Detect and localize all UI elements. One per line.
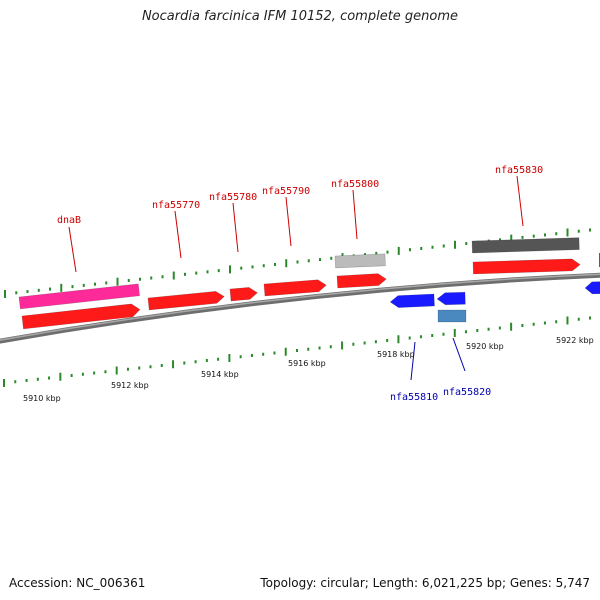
gene-label-nfa55830[interactable]: nfa55830 xyxy=(495,165,543,176)
gene-label-nfa55770[interactable]: nfa55770 xyxy=(152,200,200,211)
nfa55830-gene-arrow[interactable] xyxy=(472,258,581,275)
gene-label-nfa55820[interactable]: nfa55820 xyxy=(443,387,491,398)
gene-label-nfa55800[interactable]: nfa55800 xyxy=(331,179,379,190)
axis-tick-label: 5910 kbp xyxy=(23,394,61,403)
genome-backbone xyxy=(0,272,600,344)
axis-tick-label: 5914 kbp xyxy=(201,370,239,379)
nfa55770-gene-arrow[interactable] xyxy=(147,291,225,311)
gene-labels: dnaB nfa55770 nfa55780 nfa55790 nfa55800 nfa5… xyxy=(57,165,543,403)
nfa55790-leader-line xyxy=(285,196,292,247)
axis-tick-label: 5912 kbp xyxy=(111,381,149,390)
tick-labels: 5910 kbp 5912 kbp 5914 kbp 5916 kbp 5918 kbp… xyxy=(23,336,594,403)
lower-tick-row xyxy=(3,316,591,387)
nfa55790-gene-arrow[interactable] xyxy=(263,279,327,297)
dnaB-feature-bar[interactable] xyxy=(18,283,140,310)
axis-tick-label: 5920 kbp xyxy=(466,342,504,351)
nfa55820-leader-line xyxy=(452,337,466,372)
nfa55820-feature-bar[interactable] xyxy=(437,309,467,323)
genome-backbone-highlight xyxy=(0,273,600,341)
axis-tick-label: 5918 kbp xyxy=(377,350,415,359)
nfa55780-gene-arrow[interactable] xyxy=(229,287,258,302)
nfa55830-leader-line xyxy=(516,175,524,227)
gene-label-nfa55790[interactable]: nfa55790 xyxy=(262,186,310,197)
dnaB-gene-arrow[interactable] xyxy=(21,303,141,330)
dnaB-leader-line xyxy=(68,226,77,273)
gene-arrows[interactable] xyxy=(21,253,600,330)
upper-tick-row xyxy=(4,228,591,298)
accession-text: Accession: NC_006361 xyxy=(9,576,146,590)
nfa55770-leader-line xyxy=(174,210,182,259)
nfa55820-gene-arrow[interactable] xyxy=(436,291,466,306)
nfa55830-feature-bar[interactable] xyxy=(471,237,580,254)
nfa55800-feature-bar[interactable] xyxy=(334,253,386,269)
gene-label-nfa55780[interactable]: nfa55780 xyxy=(209,192,257,203)
nfa55800-leader-line xyxy=(352,189,358,240)
nfa55800-gene-arrow[interactable] xyxy=(336,273,387,289)
genome-summary-text: Topology: circular; Length: 6,021,225 bp… xyxy=(260,576,590,590)
axis-tick-label: 5916 kbp xyxy=(288,359,326,368)
gene-label-nfa55810[interactable]: nfa55810 xyxy=(390,392,438,403)
offscreen-reverse-gene-arrow[interactable] xyxy=(584,281,600,295)
genome-title: Nocardia farcinica IFM 10152, complete g… xyxy=(141,9,459,24)
nfa55780-leader-line xyxy=(232,202,239,253)
nfa55810-leader-line xyxy=(410,341,416,381)
feature-bars xyxy=(18,237,580,323)
axis-tick-label: 5922 kbp xyxy=(556,336,594,345)
gene-leader-lines xyxy=(68,175,524,381)
nfa55810-gene-arrow[interactable] xyxy=(389,293,435,308)
gene-label-dnaB[interactable]: dnaB xyxy=(57,215,81,226)
